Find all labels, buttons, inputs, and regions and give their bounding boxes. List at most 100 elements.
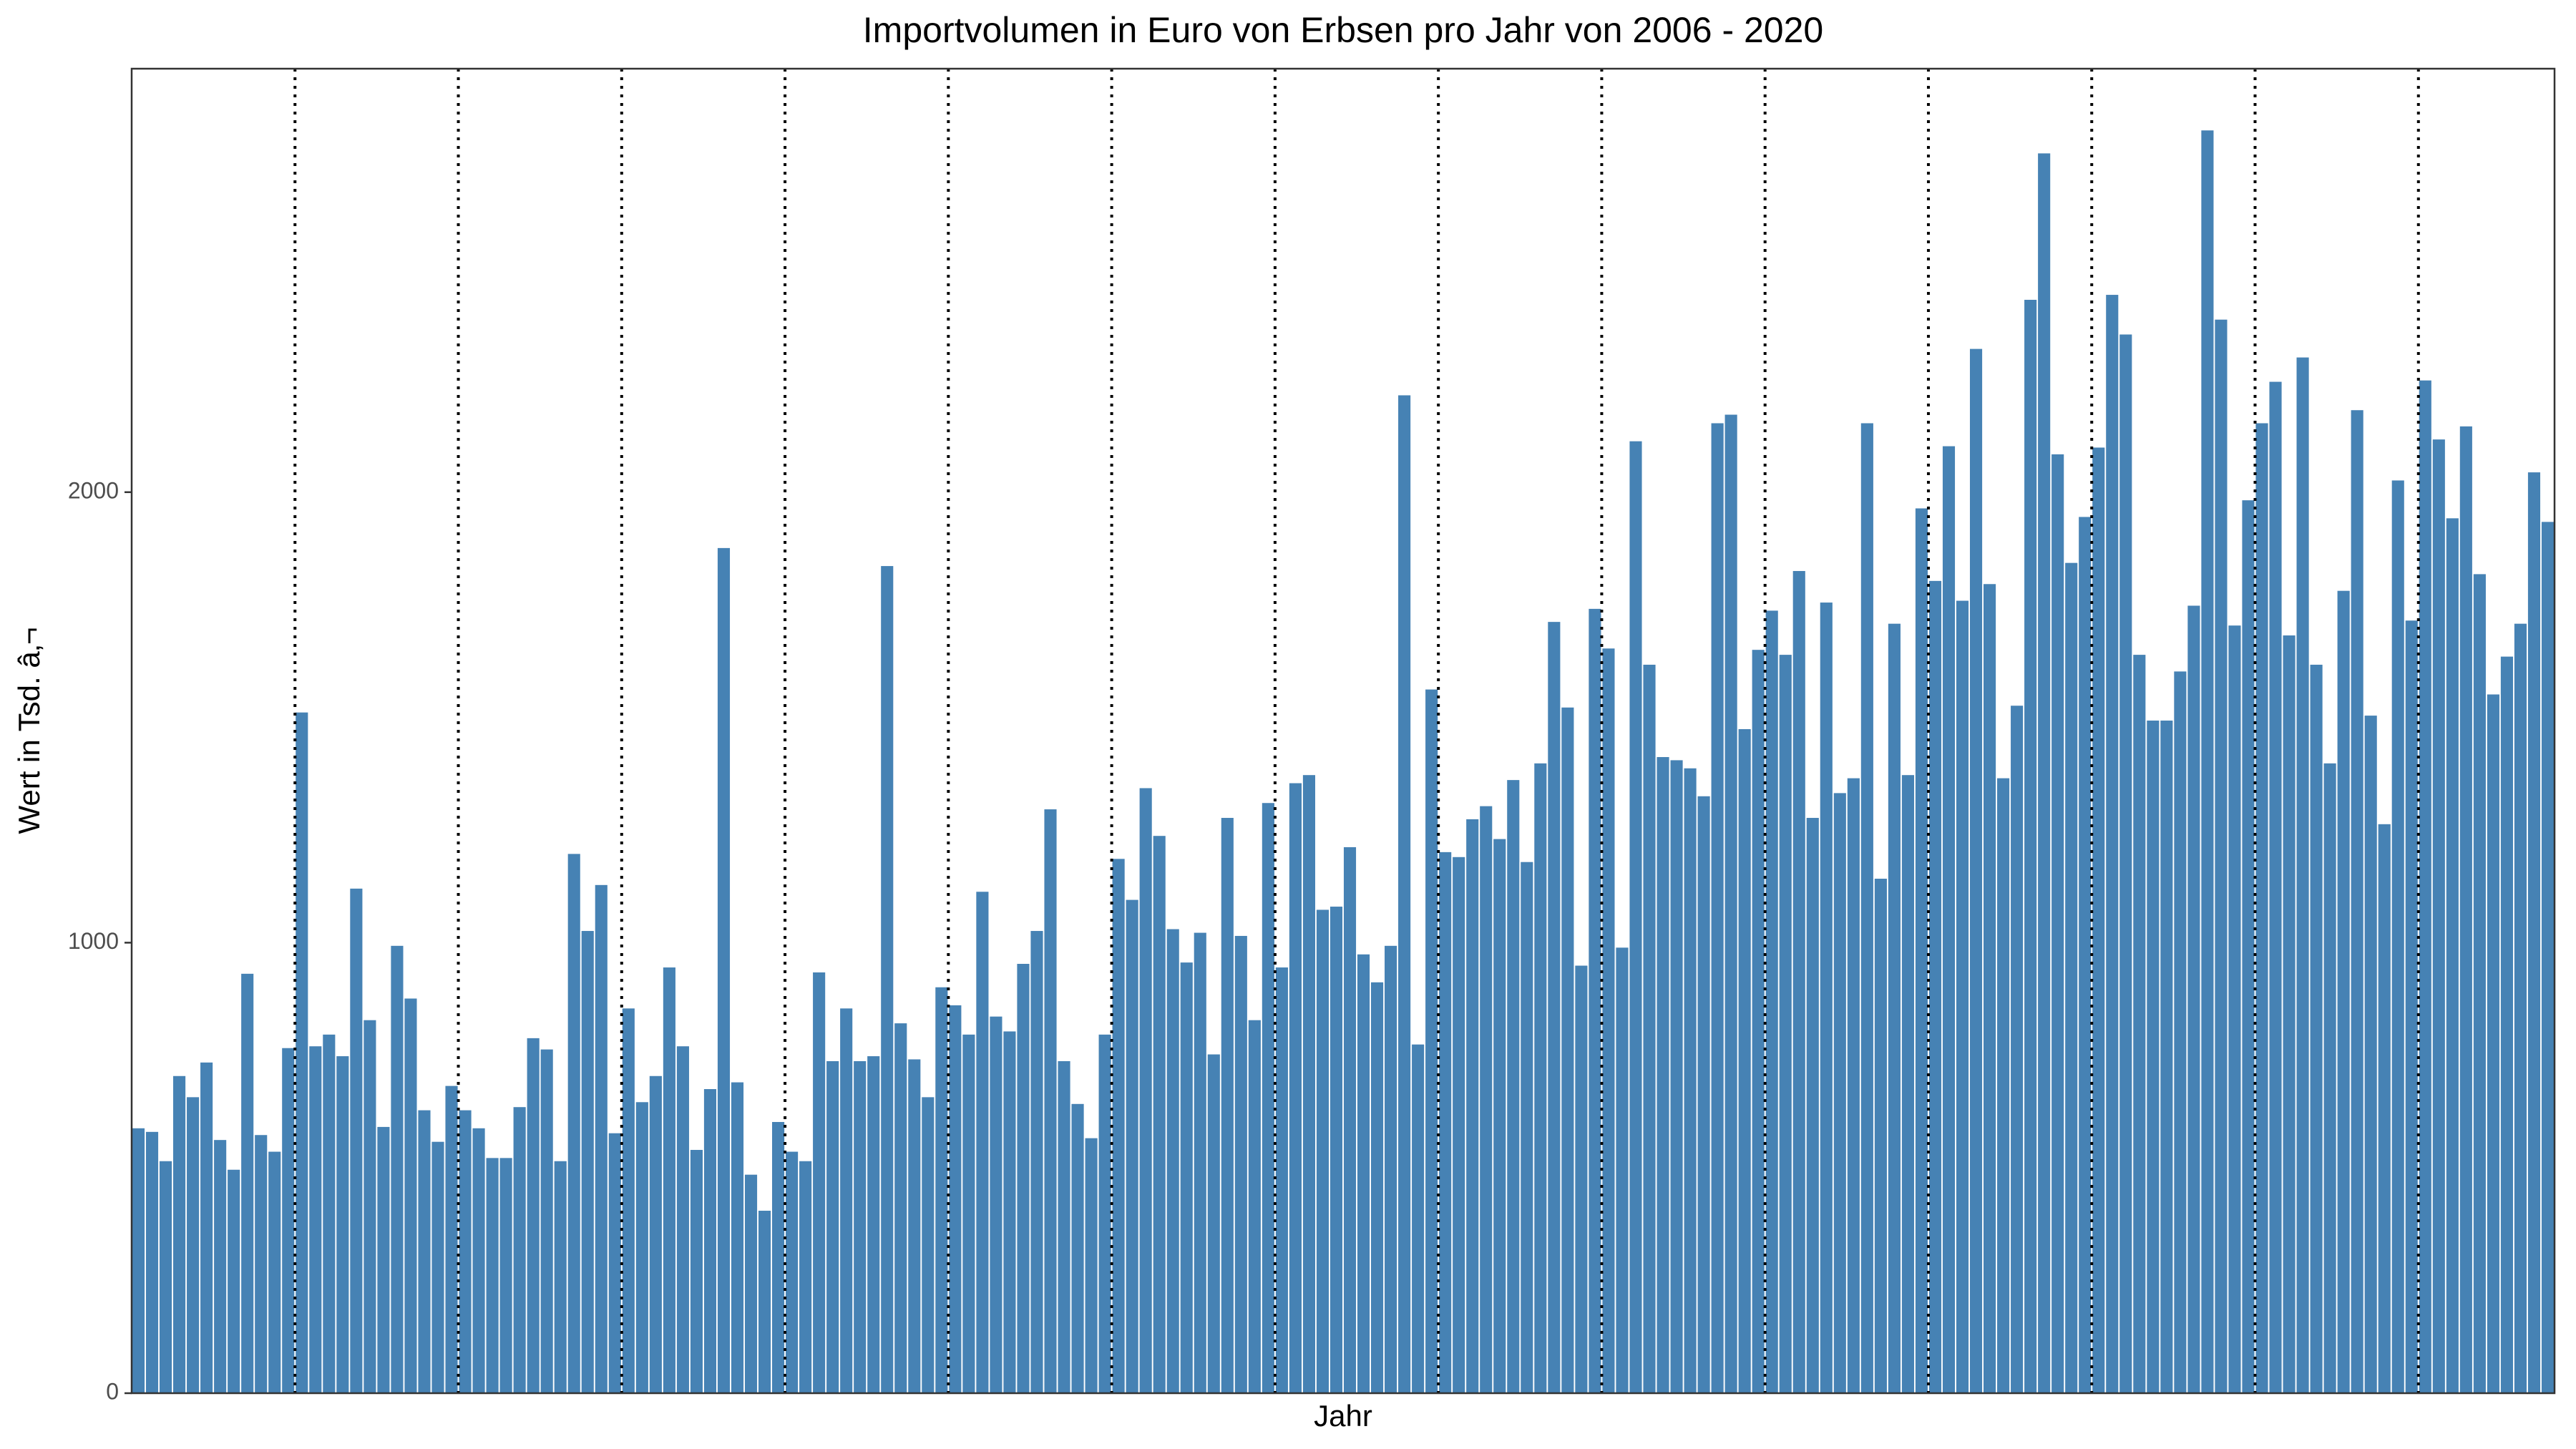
bar xyxy=(1234,935,1247,1393)
bar xyxy=(1997,778,2010,1393)
bar xyxy=(663,967,675,1393)
bar xyxy=(962,1034,975,1393)
bar xyxy=(2419,380,2431,1394)
bar xyxy=(418,1110,431,1393)
bar xyxy=(540,1049,553,1393)
bar xyxy=(1752,650,1765,1393)
bar xyxy=(867,1056,880,1393)
bar xyxy=(2432,439,2445,1393)
bar xyxy=(2215,319,2228,1394)
bar xyxy=(2487,694,2499,1393)
bar xyxy=(826,1060,839,1393)
bar xyxy=(2351,410,2363,1393)
bar xyxy=(2242,500,2255,1394)
bar xyxy=(1765,610,1778,1394)
bar xyxy=(1112,859,1125,1393)
bar xyxy=(472,1128,485,1393)
bar xyxy=(1248,1020,1261,1393)
bar xyxy=(1453,857,1465,1393)
bar xyxy=(2119,334,2132,1393)
bar xyxy=(1003,1031,1016,1393)
bar xyxy=(499,1158,512,1393)
bar xyxy=(513,1107,526,1393)
bar xyxy=(200,1062,213,1393)
bar xyxy=(2283,635,2296,1393)
bar xyxy=(1058,1060,1070,1393)
bar xyxy=(1425,689,1438,1393)
bar xyxy=(2446,518,2459,1393)
bar xyxy=(1126,899,1138,1393)
bar xyxy=(799,1161,812,1393)
bar xyxy=(1166,929,1179,1393)
bar xyxy=(635,1102,648,1393)
bar xyxy=(2514,623,2527,1393)
bar xyxy=(1779,655,1792,1393)
bar xyxy=(445,1085,458,1393)
bar xyxy=(922,1097,935,1393)
bar xyxy=(608,1133,621,1393)
bar xyxy=(159,1161,172,1393)
bar xyxy=(772,1121,785,1393)
bar xyxy=(908,1059,921,1393)
bar xyxy=(2541,522,2555,1393)
bar xyxy=(1139,788,1152,1393)
bar xyxy=(1534,763,1547,1393)
bar xyxy=(1085,1138,1098,1393)
bar xyxy=(622,1008,635,1393)
bar xyxy=(1697,796,1710,1393)
bar xyxy=(241,973,254,1393)
bar xyxy=(145,1131,159,1393)
bar xyxy=(894,1023,907,1393)
bar xyxy=(990,1016,1002,1393)
bar xyxy=(1833,793,1846,1393)
bar xyxy=(336,1056,349,1393)
bar xyxy=(1044,809,1057,1393)
bar xyxy=(744,1174,758,1393)
bar xyxy=(1398,395,1411,1393)
bar xyxy=(1589,608,1601,1393)
bar xyxy=(1643,664,1656,1393)
bar xyxy=(731,1082,744,1393)
bar xyxy=(717,547,731,1393)
bar xyxy=(1928,580,1942,1393)
bar xyxy=(949,1005,962,1393)
bar xyxy=(2133,655,2146,1393)
bar xyxy=(486,1158,499,1393)
bar xyxy=(1956,600,1969,1393)
bar xyxy=(350,888,363,1393)
bar xyxy=(649,1075,662,1393)
bar xyxy=(2228,625,2241,1393)
bar xyxy=(1275,967,1288,1393)
bar xyxy=(1017,963,1030,1393)
bar xyxy=(2174,671,2187,1393)
bar xyxy=(282,1048,295,1393)
bar xyxy=(132,1128,145,1393)
bar xyxy=(1330,907,1343,1393)
bar xyxy=(2106,295,2119,1393)
bar xyxy=(1316,909,1330,1393)
bar xyxy=(1738,728,1751,1393)
bar xyxy=(323,1034,336,1393)
bar xyxy=(690,1150,703,1393)
bar xyxy=(1847,778,1860,1393)
bar xyxy=(1724,414,1737,1393)
bar xyxy=(255,1135,268,1393)
bar xyxy=(214,1140,227,1393)
bar xyxy=(2051,454,2064,1393)
bar xyxy=(1602,648,1615,1393)
bar xyxy=(1684,768,1697,1393)
bar xyxy=(595,884,608,1393)
bar xyxy=(404,998,417,1393)
y-tick-label: 0 xyxy=(106,1378,119,1404)
bar xyxy=(2405,620,2418,1393)
bar xyxy=(1901,775,1914,1393)
panel-border xyxy=(130,67,2556,1395)
bar xyxy=(2269,381,2282,1393)
bar xyxy=(2038,153,2051,1393)
bar xyxy=(1874,879,1887,1393)
bar xyxy=(2147,721,2160,1393)
bar xyxy=(935,987,948,1393)
bar xyxy=(2079,517,2092,1393)
bar xyxy=(786,1151,799,1393)
bar xyxy=(1289,783,1302,1393)
